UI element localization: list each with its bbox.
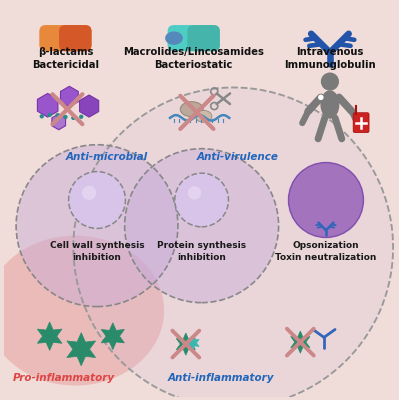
Ellipse shape <box>320 90 340 119</box>
Polygon shape <box>101 323 124 350</box>
Circle shape <box>318 95 324 100</box>
FancyBboxPatch shape <box>168 25 220 51</box>
Text: Intravenous
Immunoglobulin: Intravenous Immunoglobulin <box>284 47 376 70</box>
FancyBboxPatch shape <box>40 25 91 51</box>
Polygon shape <box>38 322 62 350</box>
FancyBboxPatch shape <box>59 25 91 51</box>
Circle shape <box>288 162 363 238</box>
Circle shape <box>16 145 178 306</box>
Text: Protein synthesis
inhibition: Protein synthesis inhibition <box>157 242 246 262</box>
Polygon shape <box>61 86 78 107</box>
Polygon shape <box>176 333 196 355</box>
Text: Anti-microbial: Anti-microbial <box>66 152 148 162</box>
Polygon shape <box>291 331 310 353</box>
Ellipse shape <box>180 102 203 117</box>
Text: Pro-inflammatory: Pro-inflammatory <box>12 374 115 384</box>
Circle shape <box>124 149 279 303</box>
Polygon shape <box>52 114 65 130</box>
Circle shape <box>63 115 67 119</box>
Ellipse shape <box>165 32 183 45</box>
Circle shape <box>71 116 75 120</box>
FancyBboxPatch shape <box>353 113 369 132</box>
Ellipse shape <box>195 110 212 122</box>
Circle shape <box>73 88 393 400</box>
Circle shape <box>321 72 339 91</box>
Circle shape <box>55 113 60 118</box>
Circle shape <box>69 172 125 228</box>
Text: β-lactams
Bactericidal: β-lactams Bactericidal <box>32 47 99 70</box>
Polygon shape <box>187 336 199 350</box>
Circle shape <box>47 113 52 117</box>
Circle shape <box>79 114 83 119</box>
Ellipse shape <box>0 236 164 386</box>
FancyBboxPatch shape <box>188 25 220 51</box>
Circle shape <box>40 114 44 118</box>
Circle shape <box>82 186 96 200</box>
Text: Opsonization
Toxin neutralization: Opsonization Toxin neutralization <box>275 242 377 262</box>
Text: Anti-inflammatory: Anti-inflammatory <box>168 374 275 384</box>
Circle shape <box>188 186 201 200</box>
Text: Macrolides/Lincosamides
Bacteriostatic: Macrolides/Lincosamides Bacteriostatic <box>123 47 264 70</box>
Text: Cell wall synthesis
inhibition: Cell wall synthesis inhibition <box>50 242 144 262</box>
Polygon shape <box>79 95 99 117</box>
Polygon shape <box>38 94 58 117</box>
Circle shape <box>175 173 229 227</box>
Polygon shape <box>67 333 96 366</box>
Text: Anti-virulence: Anti-virulence <box>196 152 278 162</box>
